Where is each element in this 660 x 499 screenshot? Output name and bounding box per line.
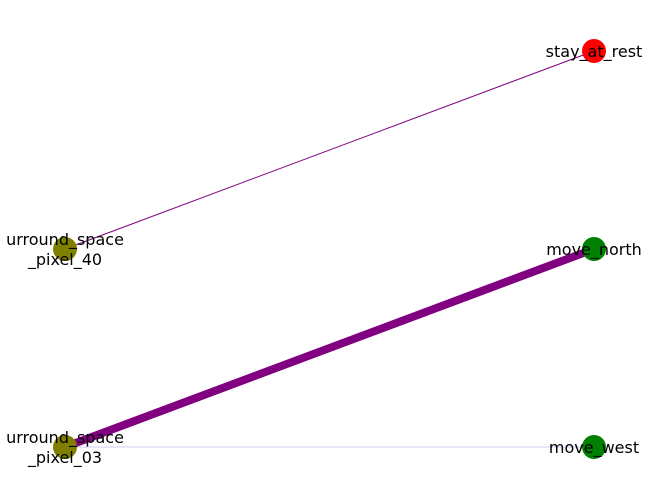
node-label-surround_space_pixel_03: urround_space _pixel_03: [6, 428, 124, 468]
node-label-line: urround_space: [6, 428, 124, 448]
node-label-line: urround_space: [6, 230, 124, 250]
nodes-layer: [53, 39, 606, 459]
node-move_north: [582, 237, 606, 261]
node-label-stay_at_rest: stay_at_rest: [546, 42, 643, 62]
node-surround_space_pixel_03: [53, 435, 77, 459]
node-surround_space_pixel_40: [53, 237, 77, 261]
edges-layer: [63, 50, 596, 451]
node-label-move_west: move_west: [549, 438, 639, 458]
node-move_west: [582, 435, 606, 459]
node-label-line: move_west: [549, 438, 639, 458]
node-stay_at_rest: [582, 39, 606, 63]
node-label-surround_space_pixel_40: urround_space _pixel_40: [6, 230, 124, 270]
edge-surround_space_pixel_40-to-stay_at_rest: [64, 50, 595, 250]
node-label-line: _pixel_40: [27, 250, 102, 270]
node-label-move_north: move_north: [546, 240, 642, 260]
node-label-line: move_north: [546, 240, 642, 260]
edge-surround_space_pixel_03-to-move_north: [63, 245, 596, 451]
node-label-line: _pixel_03: [27, 448, 102, 468]
node-label-line: stay_at_rest: [546, 42, 643, 62]
